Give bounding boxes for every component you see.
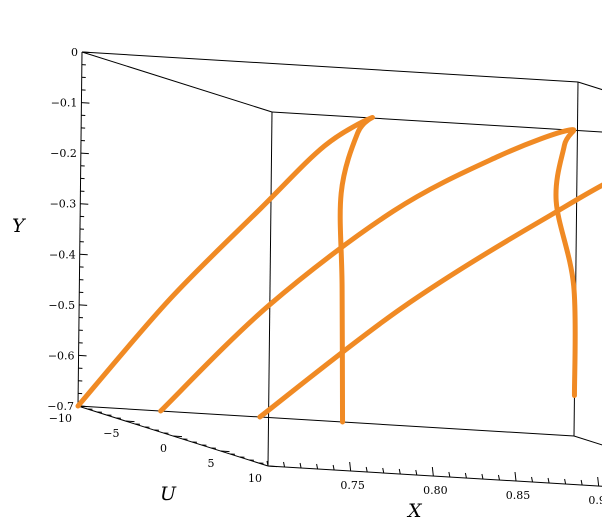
y-axis-title: Y: [12, 215, 27, 237]
box-edge-2: [81, 51, 579, 83]
box-edge-7: [577, 81, 602, 91]
series-curve-3: [257, 182, 602, 420]
y-tick-label: −0.4: [49, 248, 76, 261]
y-tick-label: −0.5: [48, 299, 75, 312]
u-major-tick: [125, 420, 135, 423]
y-tick-label: −0.1: [51, 97, 78, 110]
curves: [75, 114, 602, 425]
x-minor-tick: [564, 478, 567, 485]
x-axis-title: X: [406, 500, 423, 522]
u-tick-label: 0: [160, 442, 167, 455]
y-major-tick: [81, 102, 90, 104]
x-minor-tick: [531, 476, 534, 483]
x-minor-tick: [266, 460, 269, 467]
x-tick-label: 0.80: [423, 484, 448, 497]
y-major-tick: [80, 203, 89, 205]
y-major-tick: [81, 51, 91, 53]
u-tick-label: −5: [103, 427, 119, 440]
u-axis-title: U: [160, 483, 177, 505]
x-major-tick: [597, 476, 600, 487]
x-minor-tick: [481, 473, 484, 480]
y-tick-label: −0.2: [50, 147, 77, 160]
x-major-tick: [431, 466, 434, 477]
y-tick-label: −0.6: [48, 349, 75, 362]
x-tick-label: 0.75: [340, 479, 365, 492]
x-minor-tick: [299, 462, 302, 469]
y-tick-label: −0.7: [47, 400, 74, 413]
x-minor-tick: [448, 471, 451, 478]
u-major-tick: [172, 435, 183, 438]
x-major-tick: [514, 471, 517, 482]
y-major-tick: [79, 253, 88, 256]
u-major-tick: [220, 450, 230, 453]
x-minor-tick: [580, 479, 583, 486]
x-minor-tick: [365, 466, 368, 473]
x-minor-tick: [332, 464, 335, 471]
x-minor-tick: [464, 472, 467, 479]
x-minor-tick: [382, 467, 385, 474]
y-major-tick: [78, 354, 87, 357]
box-edge-6: [81, 51, 273, 113]
u-major-tick: [267, 465, 278, 468]
x-tick-label: 0.90: [588, 494, 602, 507]
box-edge-3: [271, 111, 602, 133]
x-major-tick: [349, 461, 352, 472]
x-minor-tick: [398, 468, 401, 475]
x-tick-label: 0.85: [506, 489, 531, 502]
box-edge-5: [573, 435, 602, 446]
axis-ticks: [77, 51, 600, 487]
y-tick-label: 0: [71, 46, 78, 59]
y-tick-label: −0.3: [50, 198, 77, 211]
x-minor-tick: [547, 477, 550, 484]
series-curve-2: [158, 127, 578, 414]
u-tick-label: 5: [208, 457, 215, 470]
u-tick-label: −10: [49, 412, 72, 425]
x-minor-tick: [415, 469, 418, 476]
u-tick-label: 10: [248, 472, 262, 485]
tick-labels: 0 −0.1 −0.2 −0.3 −0.4 −0.5 −0.6 −0.7−10 −5 0 5 10 0.…: [47, 46, 602, 507]
y-major-tick: [79, 304, 88, 306]
box-edge-0: [77, 405, 575, 437]
x-minor-tick: [283, 461, 286, 468]
series-curve-1: [75, 114, 375, 425]
x-minor-tick: [497, 474, 500, 481]
y-major-tick: [80, 152, 89, 155]
x-minor-tick: [316, 463, 319, 470]
